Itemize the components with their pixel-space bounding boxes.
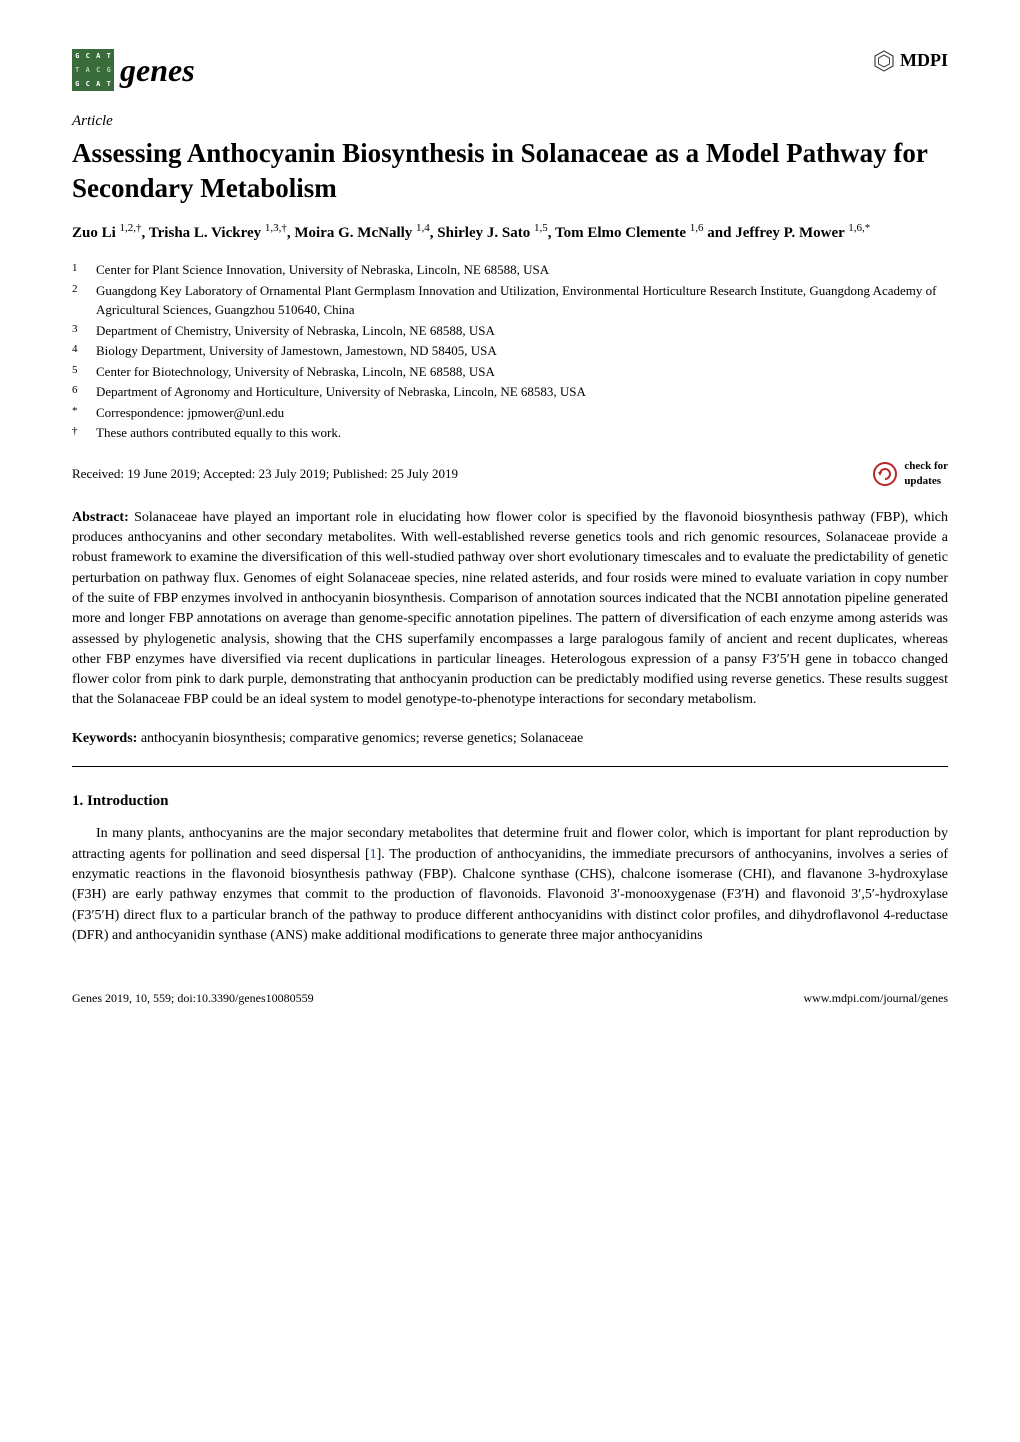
header-row: GCATTACGGCAT genes MDPI [72,48,948,93]
abstract-label: Abstract: [72,510,129,525]
logo-cell: T [72,63,83,77]
affiliation-row: 4 Biology Department, University of James… [72,341,948,361]
affiliation-marker: 2 [72,281,86,320]
logo-cell: T [104,77,115,91]
logo-cell: T [104,49,115,63]
affiliation-text: Correspondence: jpmower@unl.edu [96,403,284,423]
section-1-heading: 1. Introduction [72,791,948,812]
affiliation-marker: 4 [72,341,86,361]
page-footer: Genes 2019, 10, 559; doi:10.3390/genes10… [72,990,948,1007]
article-title: Assessing Anthocyanin Biosynthesis in So… [72,136,948,206]
affiliation-marker: * [72,403,86,423]
ref-link-1[interactable]: 1 [370,847,377,862]
logo-cell: G [72,49,83,63]
intro-paragraph: In many plants, anthocyanins are the maj… [72,824,948,946]
logo-cell: G [104,63,115,77]
journal-name: genes [120,48,195,93]
footer-right: www.mdpi.com/journal/genes [803,990,948,1007]
affiliation-row: † These authors contributed equally to th… [72,423,948,443]
logo-cell: A [93,77,104,91]
updates-circle-icon [872,461,898,487]
affiliation-text: Biology Department, University of Jamest… [96,341,497,361]
affiliation-marker: 5 [72,362,86,382]
affiliation-row: 1 Center for Plant Science Innovation, Un… [72,260,948,280]
affiliation-marker: 6 [72,382,86,402]
affiliation-row: 3 Department of Chemistry, University of … [72,321,948,341]
check-for-updates-badge[interactable]: check for updates [872,459,948,490]
publisher-logo: MDPI [872,48,948,73]
affiliation-marker: 3 [72,321,86,341]
publication-dates: Received: 19 June 2019; Accepted: 23 Jul… [72,465,458,483]
separator-rule [72,766,948,767]
dates-row: Received: 19 June 2019; Accepted: 23 Jul… [72,459,948,490]
abstract-text: Solanaceae have played an important role… [72,510,948,708]
logo-cell: C [93,63,104,77]
logo-cell: A [83,63,94,77]
keywords-label: Keywords: [72,731,137,746]
updates-line1: check for [904,460,948,472]
affiliation-marker: † [72,423,86,443]
affiliation-row: 5 Center for Biotechnology, University of… [72,362,948,382]
affiliation-text: Department of Agronomy and Horticulture,… [96,382,586,402]
abstract: Abstract: Solanaceae have played an impo… [72,508,948,711]
affiliation-marker: 1 [72,260,86,280]
keywords-text: anthocyanin biosynthesis; comparative ge… [137,731,583,746]
journal-logo: GCATTACGGCAT genes [72,48,195,93]
genes-logo-icon: GCATTACGGCAT [72,49,114,91]
keywords: Keywords: anthocyanin biosynthesis; comp… [72,729,948,749]
updates-text: check for updates [904,459,948,490]
logo-cell: G [72,77,83,91]
affiliation-row: * Correspondence: jpmower@unl.edu [72,403,948,423]
footer-left: Genes 2019, 10, 559; doi:10.3390/genes10… [72,990,314,1007]
author-list: Zuo Li 1,2,†, Trisha L. Vickrey 1,3,†, M… [72,220,948,245]
affiliation-text: Center for Biotechnology, University of … [96,362,495,382]
mdpi-hex-icon [872,49,896,73]
affiliations-block: 1 Center for Plant Science Innovation, Un… [72,260,948,443]
publisher-name: MDPI [900,48,948,73]
affiliation-text: Guangdong Key Laboratory of Ornamental P… [96,281,948,320]
article-type: Article [72,111,948,132]
affiliation-text: These authors contributed equally to thi… [96,423,341,443]
logo-cell: A [93,49,104,63]
logo-cell: C [83,49,94,63]
logo-cell: C [83,77,94,91]
updates-line2: updates [904,475,941,487]
affiliation-text: Department of Chemistry, University of N… [96,321,495,341]
affiliation-row: 2 Guangdong Key Laboratory of Ornamental … [72,281,948,320]
affiliation-row: 6 Department of Agronomy and Horticulture… [72,382,948,402]
affiliation-text: Center for Plant Science Innovation, Uni… [96,260,549,280]
